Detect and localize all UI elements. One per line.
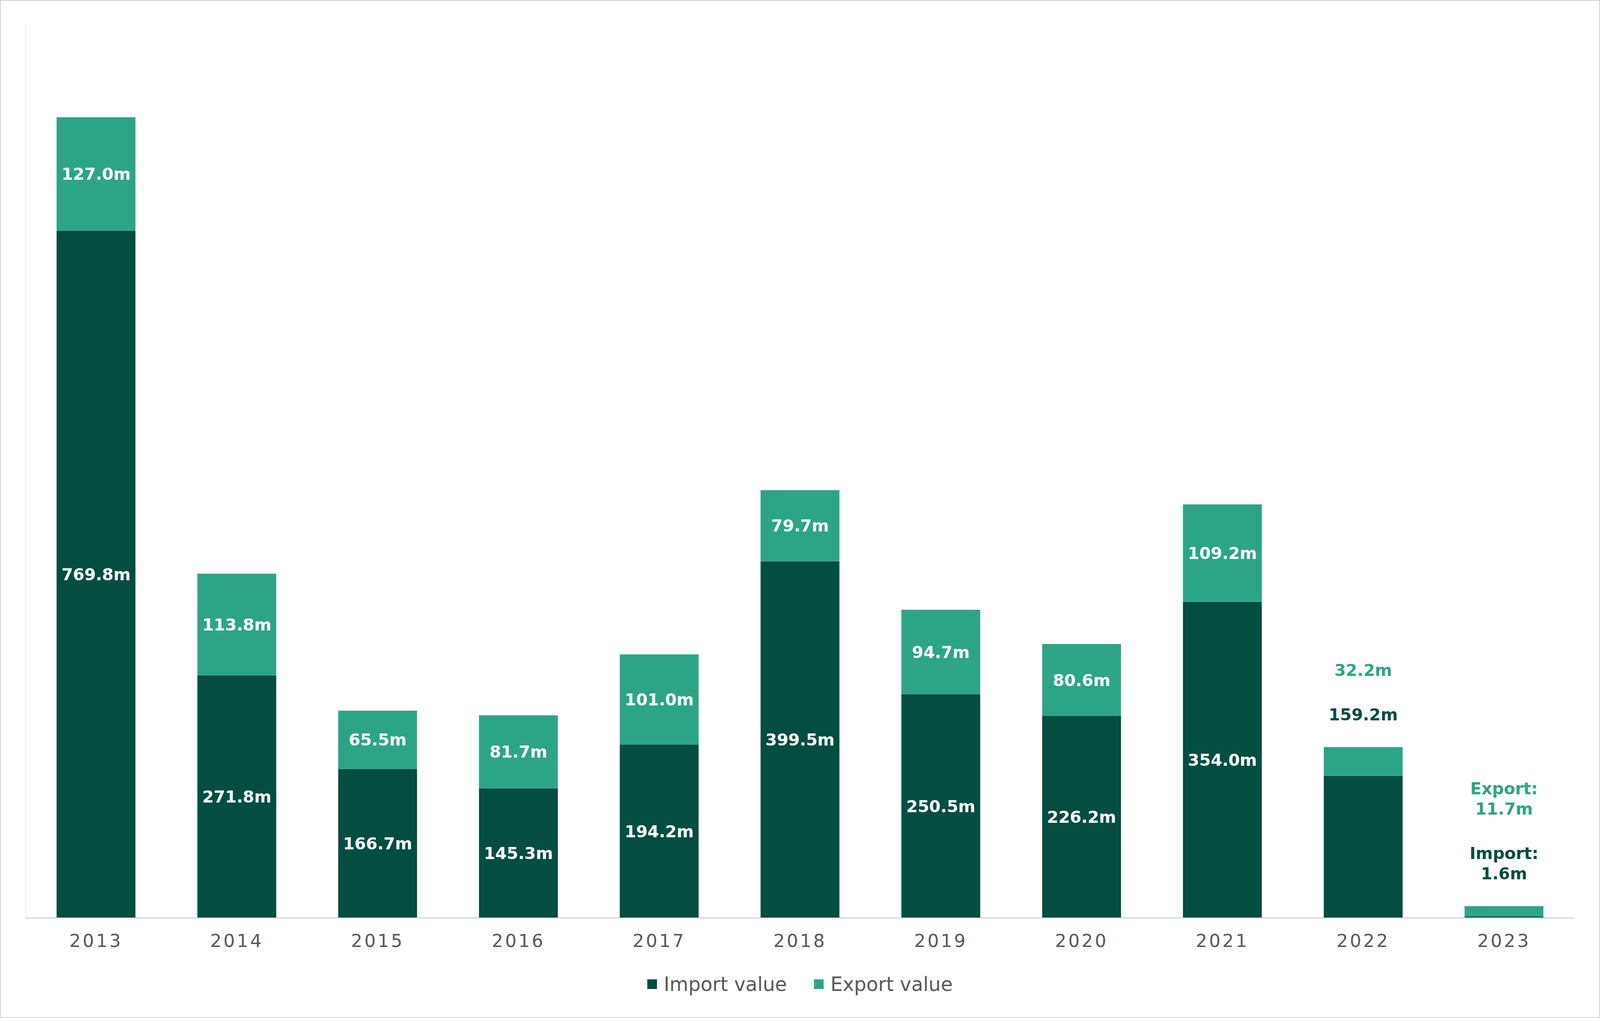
- data-label: 113.8m: [202, 615, 272, 635]
- data-label: 271.8m: [202, 787, 272, 807]
- bar-segment: [338, 711, 418, 770]
- data-label: 250.5m: [906, 797, 976, 817]
- data-label: 354.0m: [1187, 750, 1257, 771]
- legend-swatch: [814, 979, 824, 990]
- data-label: 1.6m: [1481, 864, 1528, 884]
- bar-segment: [338, 769, 418, 919]
- x-axis-line: [25, 917, 1575, 919]
- data-labels: 769.8m 127.0m 271.8m 113.8m 166.7m 65.5m 145.3…: [61, 164, 1539, 884]
- data-label: 80.6m: [1052, 670, 1111, 691]
- bar-segment: [197, 573, 277, 676]
- legend-label: Export value: [830, 973, 953, 996]
- x-tick-labels: 2013 2014 2015 2016 2017 2018 2019 2020 2021 2022…: [69, 930, 1531, 952]
- chart-svg: 769.8m 127.0m 271.8m 113.8m 166.7m 65.5m 145.3…: [0, 0, 1600, 1018]
- bar-segment: [1042, 716, 1121, 919]
- data-label: 145.3m: [483, 843, 553, 864]
- bar-segment: [1464, 906, 1544, 917]
- x-tick-label: 2022: [1336, 930, 1390, 952]
- bar-segment: [479, 715, 558, 789]
- bar-segment: [479, 788, 558, 919]
- data-label: 194.2m: [624, 822, 694, 842]
- data-label: 159.2m: [1328, 705, 1398, 725]
- bar-segment: [56, 230, 136, 919]
- x-tick-label: 2015: [350, 930, 405, 952]
- data-label: 94.7m: [912, 642, 970, 663]
- data-label: 226.2m: [1047, 807, 1117, 828]
- data-label: 769.8m: [61, 565, 131, 585]
- bar-segment: [760, 561, 840, 919]
- bar-segment: [1182, 602, 1262, 919]
- bar-segment: [901, 694, 981, 919]
- x-tick-label: 2018: [773, 930, 827, 952]
- data-label: 32.2m: [1334, 660, 1392, 681]
- bar-segment: [1182, 504, 1262, 603]
- bar-segment: [1042, 644, 1121, 717]
- bar-segment: [760, 490, 840, 562]
- x-tick-label: 2017: [632, 930, 686, 952]
- frame: [0, 0, 1600, 1018]
- bar-segment: [619, 654, 699, 745]
- x-tick-label: 2014: [210, 930, 264, 952]
- data-label: 166.7m: [343, 834, 413, 854]
- bar-segment: [619, 744, 699, 919]
- data-label: 101.0m: [624, 690, 694, 710]
- data-label: 127.0m: [61, 164, 131, 184]
- bar-segment: [1323, 747, 1403, 777]
- data-label: 399.5m: [765, 730, 835, 750]
- annotation: Import:: [1469, 843, 1539, 864]
- x-tick-label: 2019: [914, 930, 968, 952]
- x-tick-label: 2013: [69, 930, 123, 952]
- data-label: 79.7m: [770, 516, 829, 536]
- data-label: 109.2m: [1187, 543, 1257, 564]
- bar-segment: [1323, 776, 1403, 919]
- legend-swatch: [647, 979, 657, 990]
- legend-label: Import value: [663, 973, 787, 996]
- data-label: 65.5m: [349, 730, 407, 750]
- x-tick-label: 2016: [491, 930, 545, 952]
- chart-container: {"chart_data": {"type": "bar", "stacked"…: [0, 0, 1600, 1018]
- annotation: Export:: [1470, 779, 1538, 799]
- bar-segment: [197, 675, 277, 919]
- bar-segment: [56, 117, 136, 232]
- y-axis-line: [25, 25, 27, 919]
- x-tick-label: 2020: [1054, 930, 1108, 952]
- data-label: 81.7m: [489, 742, 548, 762]
- x-tick-label: 2021: [1195, 930, 1250, 952]
- legend: Import value Export value: [647, 973, 953, 996]
- bars: [56, 117, 1544, 919]
- bar-segment: [901, 610, 981, 695]
- x-tick-label: 2023: [1477, 930, 1531, 952]
- data-label: 11.7m: [1475, 799, 1533, 819]
